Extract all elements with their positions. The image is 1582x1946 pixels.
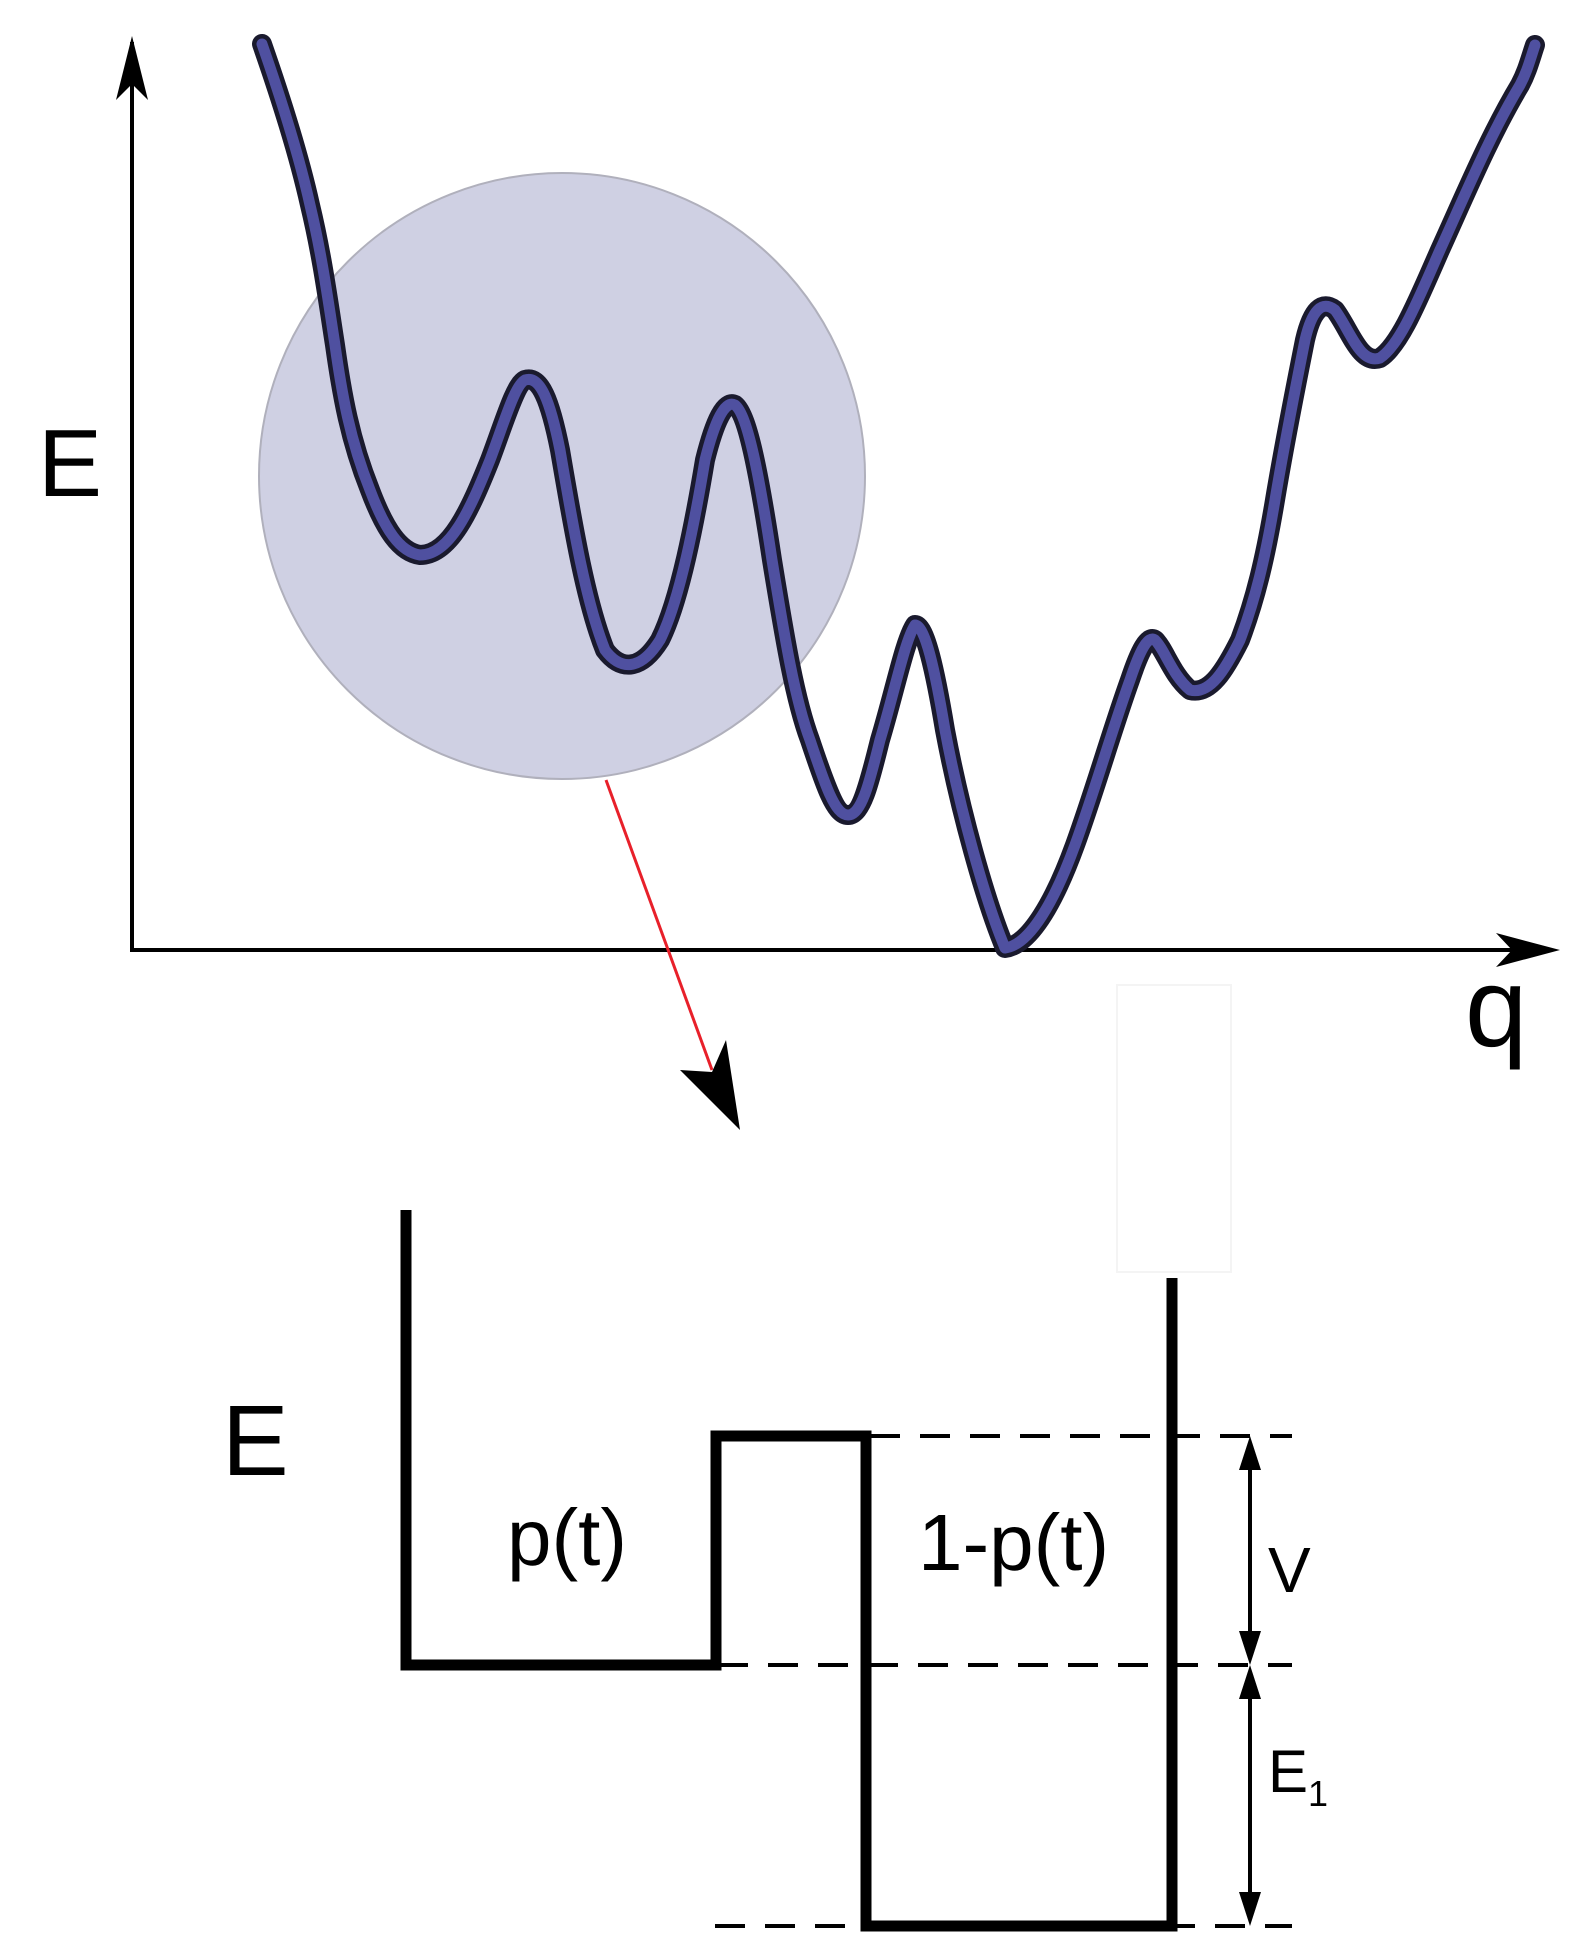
well-depth-label: E1 xyxy=(1268,1738,1328,1814)
well-depth-label-main: E xyxy=(1268,1738,1308,1805)
zoom-arrow-line xyxy=(604,779,714,1071)
top-x-axis-arrowhead xyxy=(1496,933,1560,967)
top-x-axis-label: q xyxy=(1465,945,1527,1070)
well-depth-arrow xyxy=(1239,1665,1261,1926)
barrier-height-label: V xyxy=(1268,1534,1311,1606)
top-y-axis-arrowhead xyxy=(116,36,148,100)
double-well-potential xyxy=(400,1210,1178,1932)
top-y-axis-label: E xyxy=(38,410,102,517)
reference-dashed-lines xyxy=(715,1434,1292,1928)
bottom-y-axis-label: E xyxy=(222,1385,289,1497)
right-well-probability-label: 1-p(t) xyxy=(918,1498,1109,1587)
zoom-arrow-head xyxy=(680,1040,740,1130)
well-depth-label-subscript: 1 xyxy=(1308,1773,1328,1814)
right-wall-faint-box xyxy=(1116,984,1232,1273)
energy-landscape-curve xyxy=(252,34,1545,958)
left-well-probability-label: p(t) xyxy=(507,1493,627,1582)
barrier-height-arrow xyxy=(1239,1436,1261,1665)
